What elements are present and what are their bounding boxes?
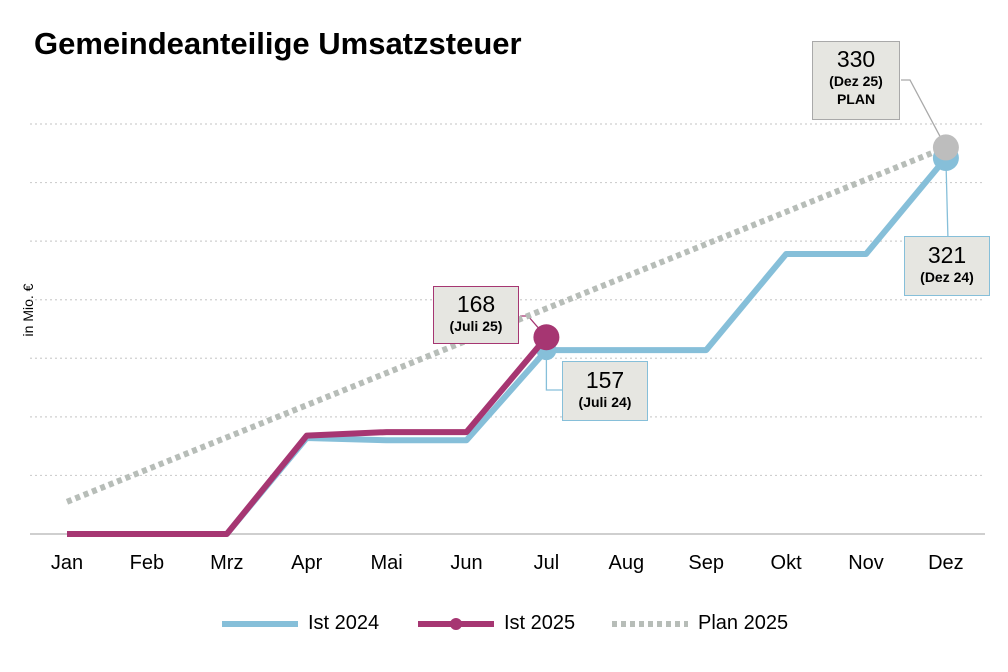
x-tick-label-jul: Jul <box>534 552 560 574</box>
legend-swatch-ist-2024 <box>222 620 298 627</box>
series-line-ist-2024 <box>67 156 949 537</box>
callout-plan-value: 330 <box>836 46 876 72</box>
callout-ist24-dez-value: 321 <box>927 242 967 268</box>
callout-ist24-jul-period: (Juli 24) <box>578 394 632 410</box>
legend-swatch-plan-2025 <box>612 620 688 627</box>
leader-line-ist24-dez <box>945 157 949 238</box>
callout-ist25-jul: 168 (Juli 25) <box>433 286 519 344</box>
legend-item-plan-2025: Plan 2025 <box>610 612 788 635</box>
x-tick-label-apr: Apr <box>291 552 322 574</box>
marker-plan-2025-dez <box>932 134 959 161</box>
callout-plan-dez25: 330 (Dez 25) PLAN <box>812 41 900 120</box>
x-tick-label-nov: Nov <box>848 552 884 574</box>
x-tick-label-okt: Okt <box>771 552 803 574</box>
x-tick-label-aug: Aug <box>609 552 645 574</box>
leader-line-plan <box>901 79 947 148</box>
callout-ist24-jul: 157 (Juli 24) <box>562 361 648 421</box>
x-tick-label-mrz: Mrz <box>210 552 243 574</box>
marker-ist-2025-jul <box>533 324 560 351</box>
x-tick-label-mai: Mai <box>370 552 402 574</box>
x-tick-label-sep: Sep <box>688 552 724 574</box>
x-tick-label-jun: Jun <box>450 552 482 574</box>
callout-ist25-jul-period: (Juli 25) <box>449 318 503 334</box>
legend-item-ist-2024: Ist 2024 <box>220 612 379 635</box>
x-tick-label-dez: Dez <box>928 552 964 574</box>
legend-item-ist-2025: Ist 2025 <box>416 612 575 635</box>
chart-title: Gemeindeanteilige Umsatzsteuer <box>34 26 522 61</box>
callout-ist24-dez: 321 (Dez 24) <box>904 236 990 296</box>
legend-label-ist-2024: Ist 2024 <box>308 612 380 634</box>
legend: Ist 2024 Ist 2025 Plan 2025 <box>0 612 1008 648</box>
callout-ist24-dez-period: (Dez 24) <box>920 269 974 285</box>
line-chart: Jan Feb Mrz Apr Mai Jun Jul Aug Sep Okt Nov Dez <box>30 79 985 574</box>
callout-plan-period: (Dez 25) <box>829 73 883 89</box>
legend-swatch-ist-2025 <box>418 617 494 630</box>
x-tick-label-feb: Feb <box>130 552 164 574</box>
callout-ist25-jul-value: 168 <box>456 291 496 317</box>
x-tick-label-jan: Jan <box>51 552 83 574</box>
callout-plan-extra: PLAN <box>836 91 876 107</box>
legend-label-plan-2025: Plan 2025 <box>698 612 789 634</box>
series-line-plan-2025 <box>65 144 948 505</box>
leader-line-ist24-jul <box>545 350 562 391</box>
series-line-ist-2025 <box>67 335 549 537</box>
callout-ist24-jul-value: 157 <box>585 367 625 393</box>
legend-label-ist-2025: Ist 2025 <box>504 612 576 634</box>
